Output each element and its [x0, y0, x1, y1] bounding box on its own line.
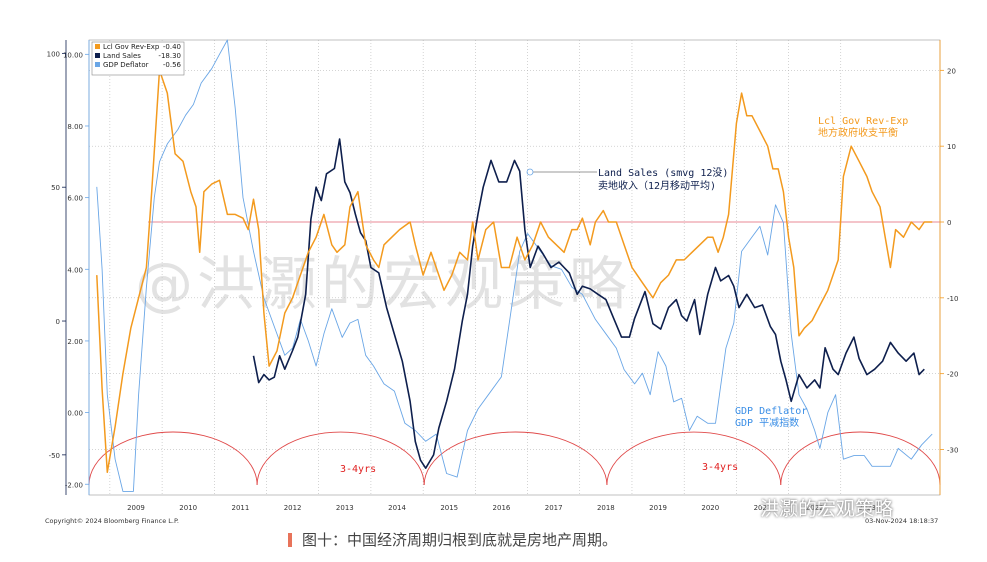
x-tick-label: 2012 — [284, 504, 302, 512]
copyright: Copyright© 2024 Bloomberg Finance L.P. — [45, 517, 179, 525]
cycle-arc — [606, 431, 782, 486]
legend-swatch — [95, 53, 100, 58]
legend-label: GDP Deflator — [103, 61, 149, 69]
plot-frame — [88, 39, 941, 496]
land-annotation-cn: 卖地收入（12月移动平均) — [598, 179, 716, 192]
cycle-label-2: 3-4yrs — [702, 462, 738, 473]
figure-caption: 图十：中国经济周期归根到底就是房地产周期。 — [288, 529, 617, 550]
annotations: Lcl Gov Rev-Exp 地方政府收支平衡 Land Sales (smv… — [340, 116, 908, 475]
x-tick-label: 2014 — [388, 504, 406, 512]
x-tick-label: 2022 — [806, 504, 824, 512]
x-tick-label: 2017 — [545, 504, 563, 512]
watermark-small-text: 洪灏的宏观策略 — [760, 498, 894, 520]
x-tick-label: 2021 — [754, 504, 772, 512]
deflator-tick-label: 8.00 — [67, 123, 83, 131]
x-tick-label: 2023 — [858, 504, 876, 512]
series-line-gdp-deflator — [96, 39, 933, 492]
right-tick-label: -10 — [947, 295, 958, 303]
deflator-tick-label: 0.00 — [67, 410, 83, 418]
caption-text: 图十：中国经济周期归根到底就是房地产周期。 — [302, 531, 618, 549]
watermark-small: 洪灏的宏观策略 — [760, 494, 893, 521]
deflator-tick-label: 10.00 — [63, 51, 83, 59]
axis-ticks: 2009 2010 2011 2012 2013 2014 2015 2016 2017 2018… — [47, 40, 958, 512]
cycle-arcs — [88, 431, 941, 486]
legend-box — [91, 41, 185, 76]
x-tick-label: 2011 — [231, 504, 249, 512]
x-tick-label: 2010 — [179, 504, 197, 512]
land-tick-label: 100 — [47, 50, 60, 58]
caption-marker — [288, 533, 292, 547]
watermark-layer: @洪灏的宏观策略 — [135, 250, 631, 318]
legend-value: -0.40 — [163, 43, 181, 51]
right-tick-label: 0 — [947, 219, 951, 227]
cycle-arc — [423, 431, 608, 486]
timestamp: 03-Nov-2024 18:18:37 — [865, 517, 938, 525]
right-tick-label: -20 — [947, 371, 958, 379]
x-tick-label: 2019 — [649, 504, 667, 512]
legend-value: -18.30 — [158, 52, 181, 60]
legend-swatch — [95, 44, 100, 49]
deflator-annotation-en: GDP Deflator — [735, 406, 807, 417]
x-tick-label: 2013 — [336, 504, 354, 512]
land-callout-dot — [526, 168, 534, 176]
land-tick-label: 50 — [51, 184, 60, 192]
gov-annotation-en: Lcl Gov Rev-Exp — [818, 116, 908, 127]
legend-label: Lcl Gov Rev-Exp — [103, 43, 160, 51]
series-line-land-sales — [252, 138, 925, 469]
series-lines — [96, 39, 933, 492]
legend: Lcl Gov Rev-Exp -0.40 Land Sales -18.30 GDP … — [91, 41, 185, 76]
series-line-lcl-gov-rev-exp — [96, 69, 933, 474]
x-tick-label: 2015 — [440, 504, 458, 512]
x-tick-label: 2020 — [701, 504, 719, 512]
legend-label: Land Sales — [103, 52, 141, 60]
cycle-label-1: 3-4yrs — [340, 464, 376, 475]
x-tick-label: 2009 — [127, 504, 145, 512]
land-tick-label: 0 — [56, 318, 60, 326]
gov-annotation-cn: 地方政府收支平衡 — [818, 126, 898, 139]
land-annotation-en: Land Sales (smvg 12没) — [598, 167, 728, 179]
right-tick-label: 10 — [947, 143, 956, 151]
deflator-tick-label: 6.00 — [67, 195, 83, 203]
cycle-arc — [88, 431, 258, 486]
x-tick-label: 2018 — [597, 504, 615, 512]
legend-swatch — [95, 62, 100, 67]
right-tick-label: -30 — [947, 447, 958, 455]
legend-value: -0.56 — [163, 61, 182, 69]
right-tick-label: 20 — [947, 67, 956, 75]
x-tick-label: 2016 — [493, 504, 511, 512]
watermark-text: @洪灏的宏观策略 — [135, 250, 631, 318]
deflator-annotation-cn: GDP 平减指数 — [735, 416, 799, 429]
deflator-tick-label: 2.00 — [67, 338, 83, 346]
deflator-tick-label: 4.00 — [67, 266, 83, 274]
cycle-arc — [256, 431, 425, 486]
deflator-tick-label: -2.00 — [65, 481, 83, 489]
land-tick-label: -50 — [49, 452, 60, 460]
cycle-arc — [780, 431, 941, 486]
